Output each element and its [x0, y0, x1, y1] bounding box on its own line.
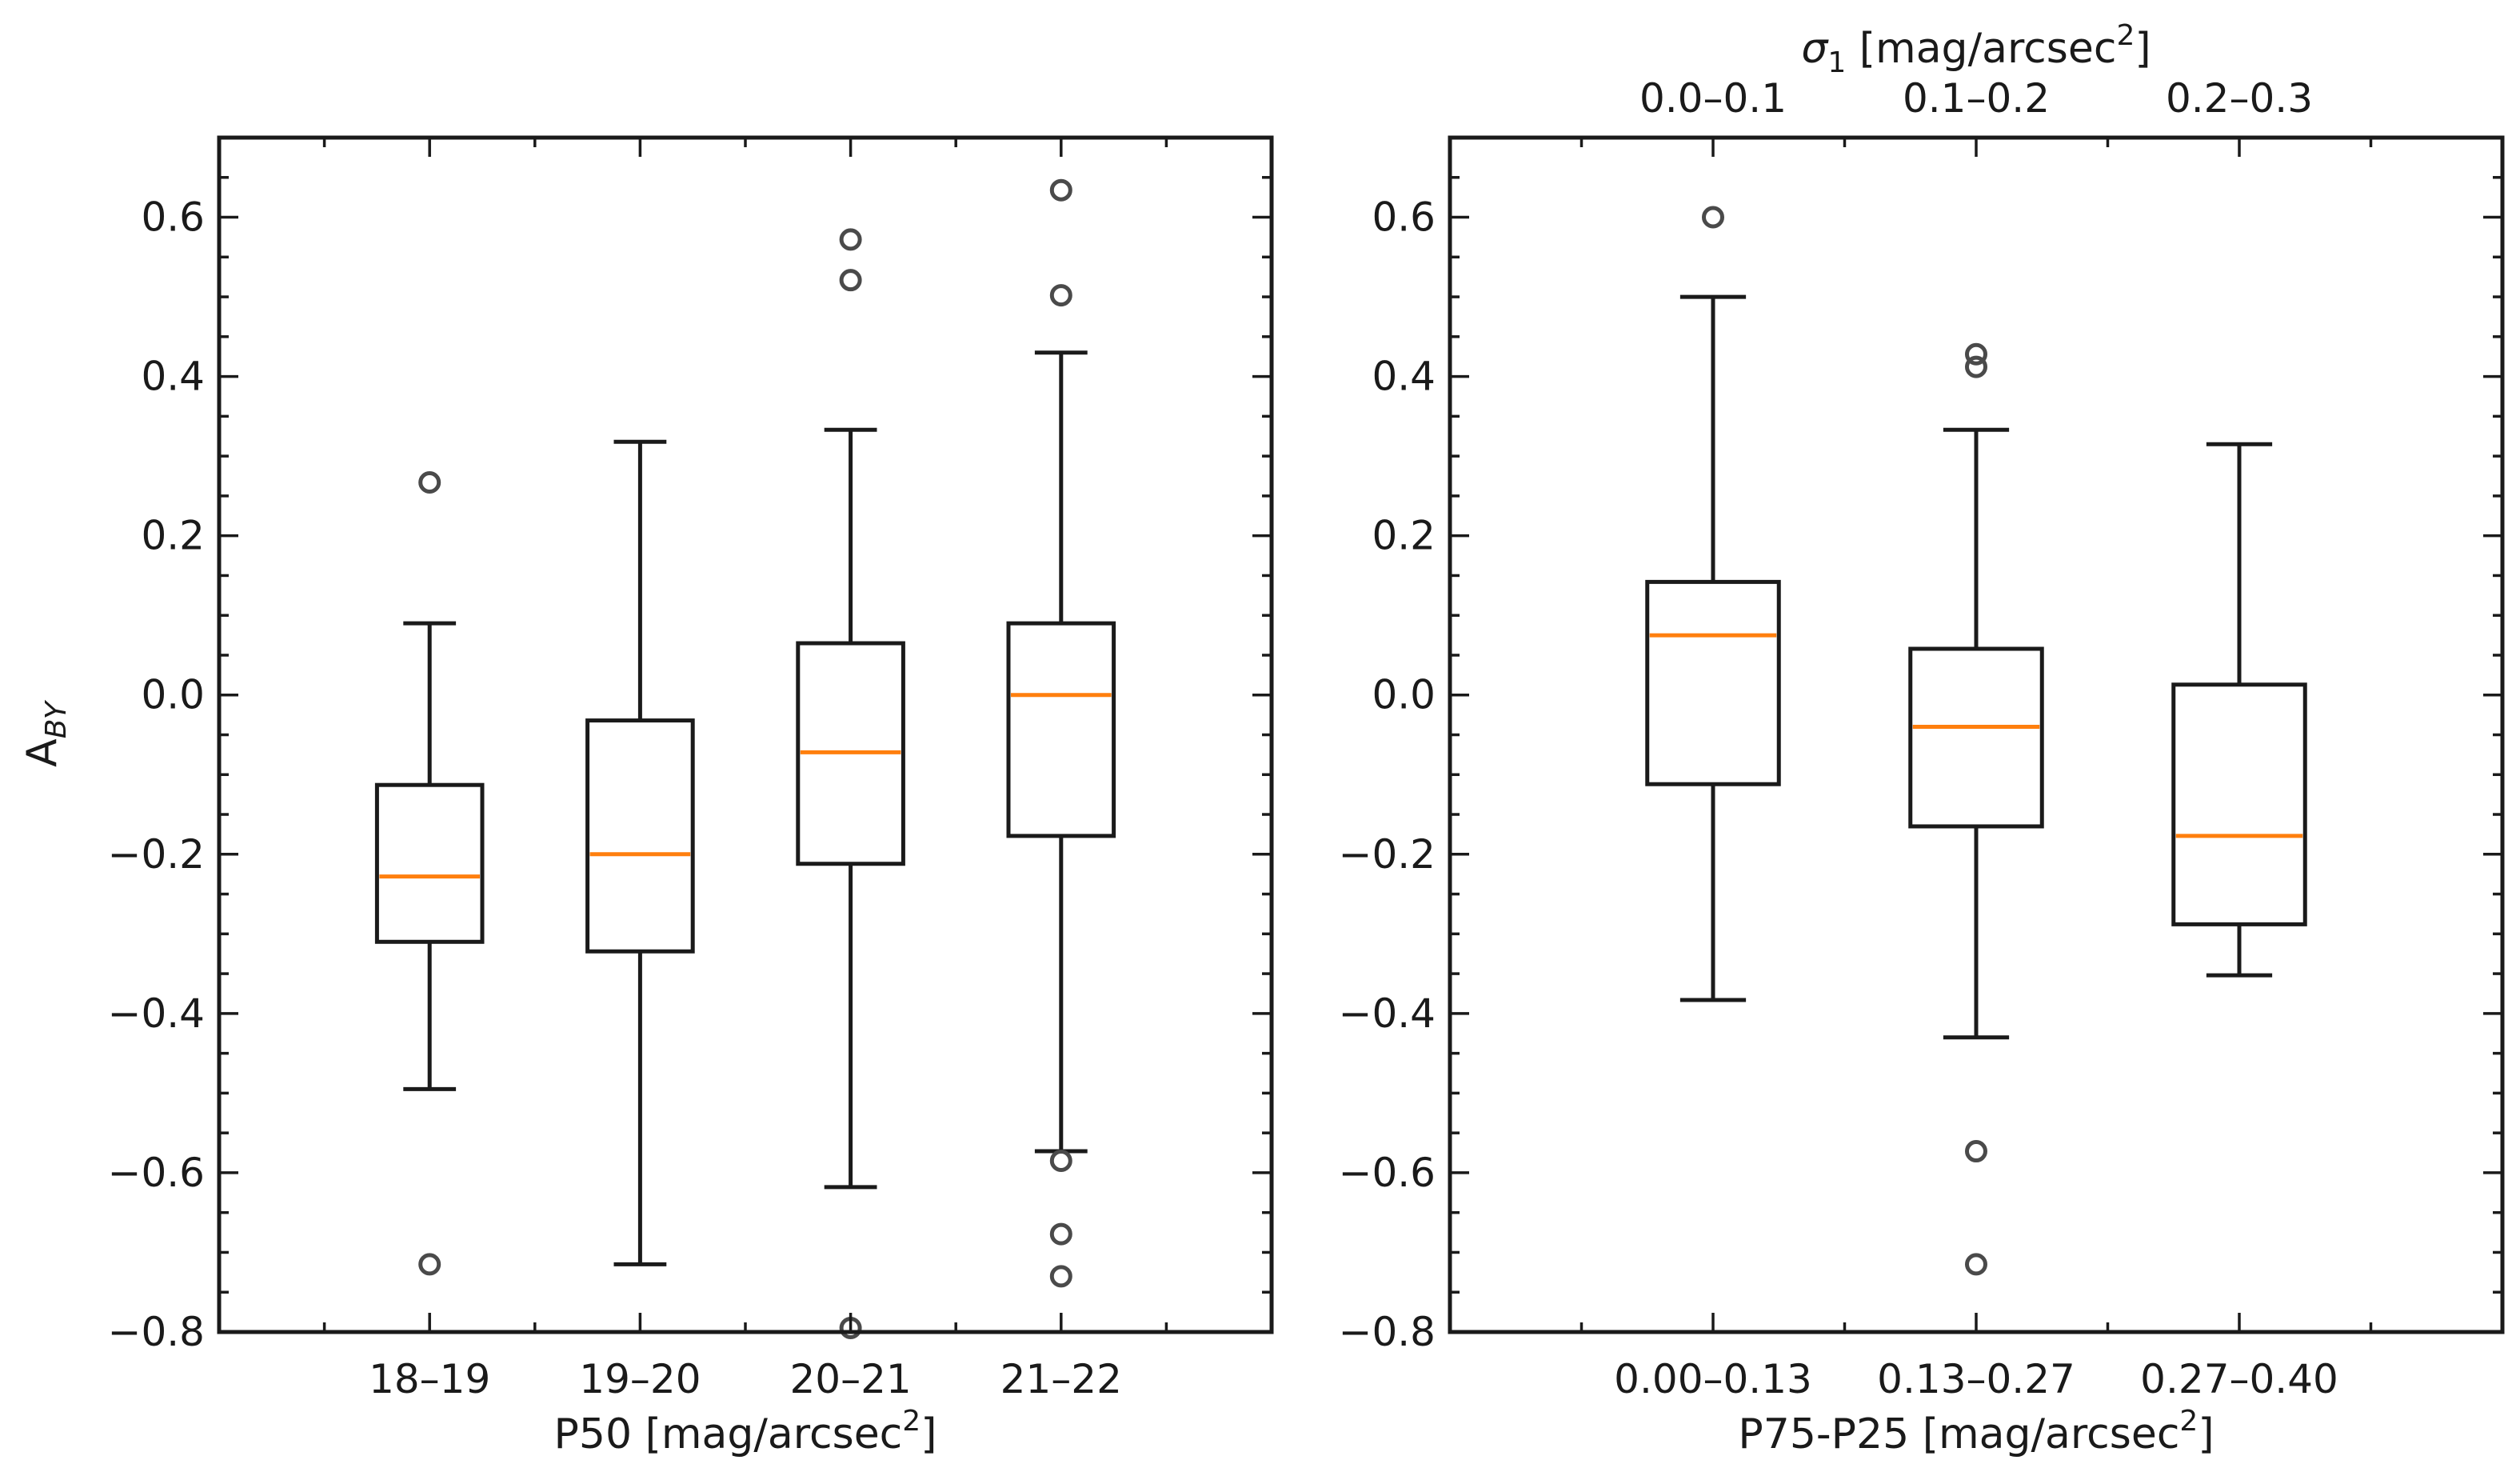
right-x-tick-labels: 0.00–0.13 0.13–0.27 0.27–0.40 — [1614, 1356, 2338, 1402]
y-tick-label: −0.8 — [1339, 1309, 1436, 1355]
y-tick-label: 0.6 — [1372, 194, 1436, 241]
right-top-x-axis-label: σ1 [mag/arcsec2] — [1801, 19, 2151, 79]
right-y-tick-labels: −0.8 −0.6 −0.4 −0.2 0.0 0.2 0.4 0.6 — [1339, 194, 1436, 1355]
box-group — [2171, 442, 2307, 978]
right-ticks — [1450, 136, 2502, 1334]
outlier-point — [1965, 342, 1987, 366]
y-tick-label: −0.6 — [1339, 1150, 1436, 1196]
left-box-marks — [374, 178, 1116, 1340]
iqr-box — [1908, 646, 2044, 829]
box-group — [1006, 178, 1116, 1288]
iqr-box — [1645, 579, 1781, 786]
left-y-tick-labels: −0.8 −0.6 −0.4 −0.2 0.0 0.2 0.4 0.6 — [108, 194, 205, 1355]
y-tick-label: 0.4 — [1372, 354, 1436, 400]
y-tick-label: −0.8 — [108, 1309, 205, 1355]
y-tick-label: 0.4 — [141, 354, 205, 400]
left-x-tick-labels: 18–19 19–20 20–21 21–22 — [369, 1356, 1122, 1402]
iqr-box — [1006, 621, 1116, 838]
left-x-axis-label: P50 [mag/arcsec2] — [554, 1405, 937, 1458]
outlier-point — [1049, 178, 1072, 202]
top-x-tick-label: 0.0–0.1 — [1639, 75, 1787, 122]
x-tick-label: 20–21 — [789, 1356, 911, 1402]
left-panel: −0.8 −0.6 −0.4 −0.2 0.0 0.2 0.4 0.6 18–19 19–20 2… — [18, 135, 1274, 1458]
y-tick-label: 0.2 — [141, 513, 205, 559]
outlier-point — [1965, 1253, 1987, 1276]
x-tick-label: 0.13–0.27 — [1877, 1356, 2075, 1402]
x-tick-label: 0.27–0.40 — [2140, 1356, 2338, 1402]
box-group — [796, 228, 905, 1340]
outlier-point — [418, 470, 441, 494]
box-group — [1645, 206, 1781, 1002]
x-tick-label: 19–20 — [579, 1356, 701, 1402]
outlier-point — [839, 269, 862, 292]
outlier-point — [1049, 1150, 1072, 1173]
outlier-point — [1049, 1265, 1072, 1288]
y-tick-label: 0.0 — [1372, 672, 1436, 718]
left-ticks — [219, 136, 1272, 1334]
top-x-tick-label: 0.1–0.2 — [1903, 75, 2050, 122]
y-tick-label: 0.2 — [1372, 513, 1436, 559]
right-box-marks — [1645, 206, 2307, 1276]
iqr-box — [374, 782, 485, 944]
outlier-point — [1965, 355, 1987, 378]
outlier-point — [1965, 1140, 1987, 1163]
box-group — [585, 439, 695, 1266]
iqr-box — [585, 718, 695, 954]
outlier-point — [839, 228, 862, 251]
x-tick-label: 21–22 — [1000, 1356, 1122, 1402]
y-tick-label: −0.6 — [108, 1150, 205, 1196]
outlier-point — [1702, 206, 1724, 229]
right-top-x-tick-labels: 0.0–0.1 0.1–0.2 0.2–0.3 — [1639, 75, 2313, 122]
y-tick-label: −0.4 — [108, 990, 205, 1037]
iqr-box — [2171, 682, 2307, 926]
y-tick-label: −0.2 — [108, 831, 205, 878]
y-tick-label: −0.4 — [1339, 990, 1436, 1037]
top-x-tick-label: 0.2–0.3 — [2166, 75, 2313, 122]
right-x-axis-label: P75-P25 [mag/arcsec2] — [1738, 1405, 2214, 1458]
x-tick-label: 0.00–0.13 — [1614, 1356, 1812, 1402]
box-group — [374, 470, 485, 1276]
left-y-axis-label: ABY — [18, 699, 73, 767]
outlier-point — [418, 1253, 441, 1276]
right-panel: −0.8−0.6−0.4−0.20.00.20.40.6 0.00–0.13 0.… — [1339, 19, 2505, 1458]
iqr-box — [796, 641, 905, 866]
right-plot-frame — [1448, 135, 2505, 1334]
outlier-point — [1049, 1222, 1072, 1246]
y-tick-label: 0.0 — [141, 672, 205, 718]
y-tick-label: −0.2 — [1339, 831, 1436, 878]
box-group — [1908, 342, 2044, 1276]
x-tick-label: 18–19 — [369, 1356, 490, 1402]
outlier-point — [1049, 284, 1072, 307]
y-tick-label: 0.6 — [141, 194, 205, 241]
